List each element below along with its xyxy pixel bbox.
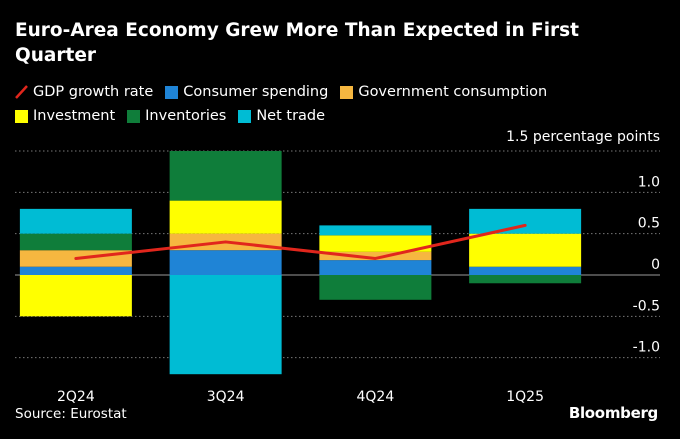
x-tick-label: 1Q25 xyxy=(506,389,544,405)
bar-segment-government-consumption xyxy=(319,251,432,261)
legend-swatch xyxy=(340,85,354,99)
bar-segment-consumer-spending xyxy=(19,266,132,275)
bar-segment-net-trade xyxy=(469,208,582,234)
source-note: Source: Eurostat xyxy=(15,406,127,422)
legend-swatch xyxy=(238,109,252,123)
y-axis-unit-label: 1.5 percentage points xyxy=(506,129,660,145)
bar-segment-consumer-spending xyxy=(469,266,582,275)
bloomberg-logo: Bloomberg xyxy=(568,404,658,422)
legend-item-investment: Investment xyxy=(15,106,115,126)
bar-segment-net-trade xyxy=(169,275,282,375)
gdp-growth-line xyxy=(74,223,527,260)
legend-label: Inventories xyxy=(145,108,227,124)
x-tick-label: 2Q24 xyxy=(57,389,95,405)
bar-segment-inventories xyxy=(169,151,282,201)
bar-segment-inventories xyxy=(319,275,432,300)
legend-label: Government consumption xyxy=(358,84,548,100)
bar-segment-investment xyxy=(19,275,132,317)
bar-segment-investment xyxy=(469,233,582,267)
legend-item-net-trade: Net trade xyxy=(238,106,325,126)
y-tick-label: 0 xyxy=(651,257,660,273)
legend-item-government-consumption: Government consumption xyxy=(340,82,547,102)
bar-segment-consumer-spending xyxy=(319,260,432,275)
bar-segment-consumer-spending xyxy=(169,250,282,275)
y-tick-label: 0.5 xyxy=(638,216,660,232)
legend: GDP growth rate Consumer spending Govern… xyxy=(15,82,665,126)
legend-label: Net trade xyxy=(256,108,326,124)
gdp-line-swatch xyxy=(15,85,28,99)
y-tick-label: 1.0 xyxy=(638,174,660,190)
y-tick-label: -0.5 xyxy=(633,298,660,314)
bar-segment-inventories xyxy=(469,275,582,284)
legend-swatch xyxy=(15,109,28,123)
legend-item-inventories: Inventories xyxy=(127,106,226,126)
bar-segment-inventories xyxy=(19,233,132,251)
bar-segment-investment xyxy=(169,200,282,234)
y-tick-label: -1.0 xyxy=(633,340,660,356)
legend-label: GDP growth rate xyxy=(33,84,154,100)
chart-title: Euro-Area Economy Grew More Than Expecte… xyxy=(15,20,580,66)
legend-item-gdp: GDP growth rate xyxy=(15,82,153,102)
legend-swatch xyxy=(165,85,179,99)
legend-item-consumer-spending: Consumer spending xyxy=(165,82,328,102)
legend-swatch xyxy=(127,109,141,123)
bar-segment-net-trade xyxy=(19,208,132,234)
bar-segment-investment xyxy=(319,235,432,252)
legend-label: Consumer spending xyxy=(183,84,329,100)
x-tick-label: 4Q24 xyxy=(357,389,395,405)
x-tick-label: 3Q24 xyxy=(207,389,245,405)
legend-label: Investment xyxy=(33,108,116,124)
bar-segment-net-trade xyxy=(319,225,432,236)
